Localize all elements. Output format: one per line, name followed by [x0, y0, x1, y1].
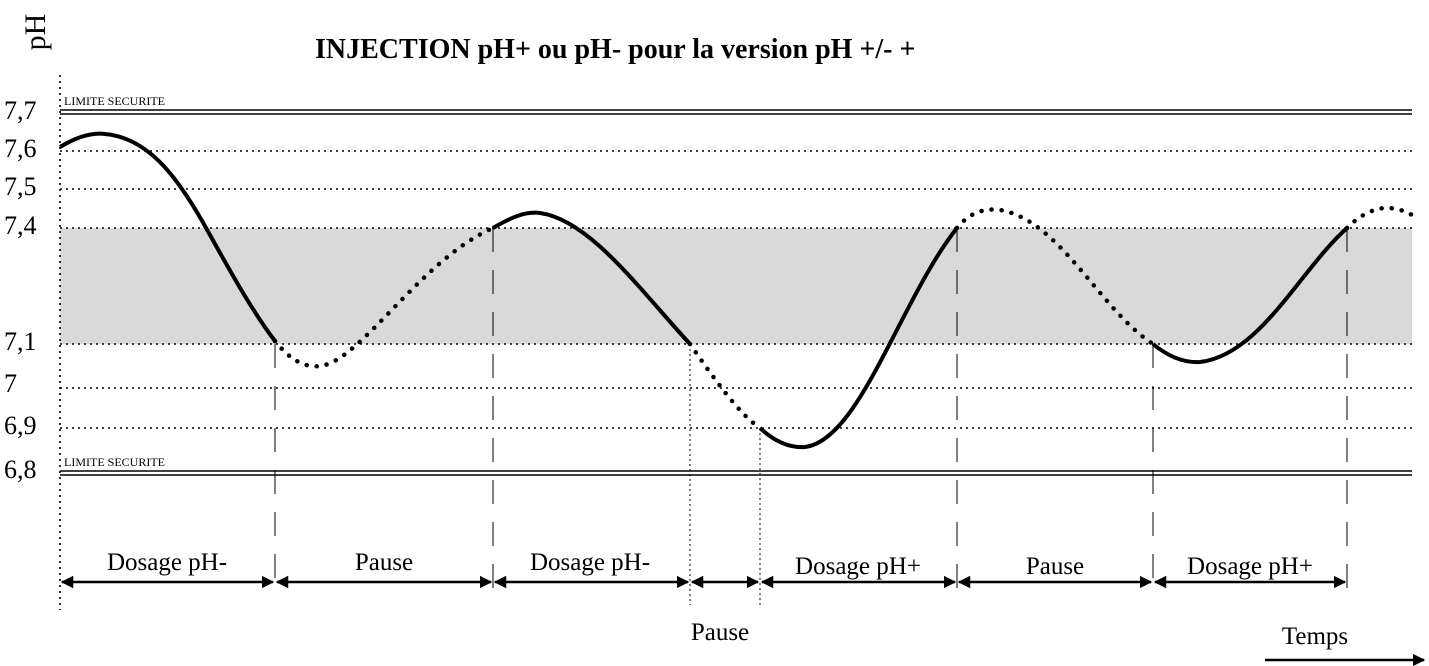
- tick-label: 7,6: [4, 134, 37, 163]
- axis-label: pH: [19, 14, 52, 51]
- phase-label: Dosage pH+: [1187, 553, 1313, 580]
- limit-label: LIMITE SECURITE: [64, 455, 165, 469]
- tick-label: 7,4: [4, 211, 37, 240]
- limit-label: LIMITE SECURITE: [64, 94, 165, 108]
- phase-label: Dosage pH-: [530, 549, 650, 576]
- grid: [59, 75, 1412, 610]
- tick-label: 6,8: [4, 455, 37, 484]
- phase-label: Pause: [691, 619, 749, 646]
- tick-label: 7,5: [4, 172, 37, 201]
- tick-label: 7: [4, 369, 17, 398]
- title: INJECTION pH+ ou pH- pour la version pH …: [315, 34, 915, 65]
- target-band: [60, 228, 1412, 344]
- time-label: Temps: [1282, 623, 1348, 650]
- tick-label: 7,7: [4, 96, 37, 125]
- phase-label: Dosage pH-: [107, 549, 227, 576]
- phase-dividers: [274, 228, 1348, 605]
- tick-label: 7,1: [4, 327, 37, 356]
- tick-label: 6,9: [4, 411, 37, 440]
- phase-arrows: [60, 575, 1426, 666]
- ph-curve: [58, 131, 1415, 450]
- phase-label: Pause: [1026, 553, 1084, 580]
- phase-label: Pause: [355, 549, 413, 576]
- phase-label: Dosage pH+: [795, 553, 921, 580]
